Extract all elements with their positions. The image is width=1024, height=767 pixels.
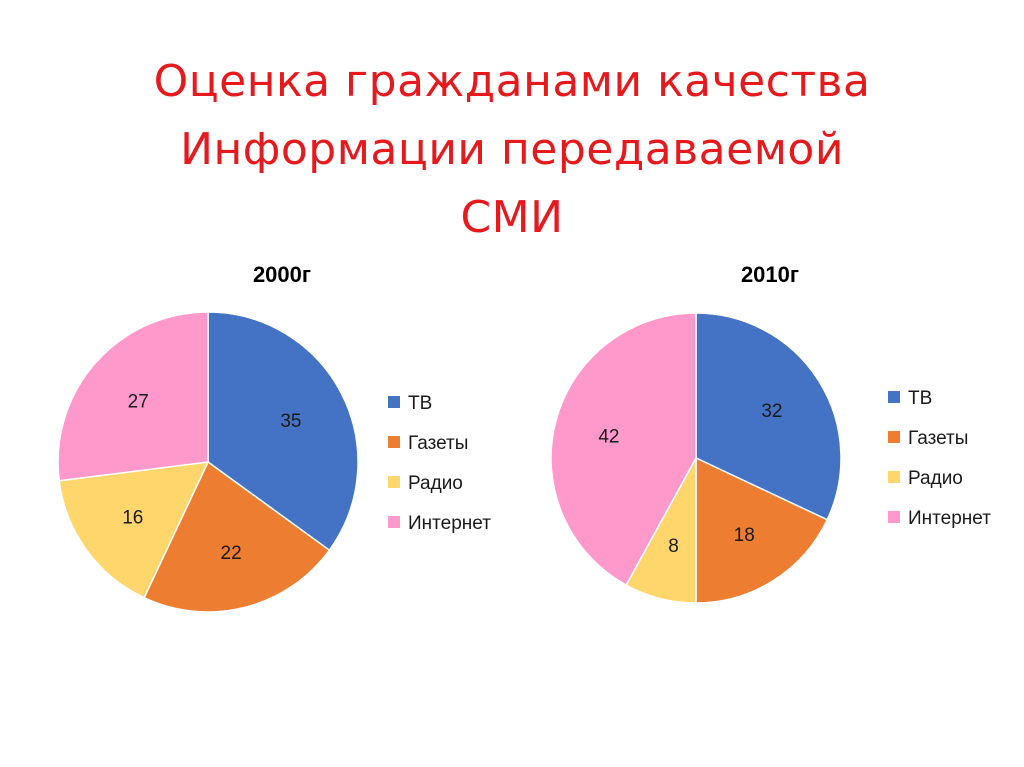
legend-swatch xyxy=(888,391,900,403)
slice-value-label: 18 xyxy=(734,525,755,546)
chart-title: 2010г xyxy=(741,262,799,287)
pie-chart-1: 2000г 35 22 16 27 ТВ Газеты Радио Интернет xyxy=(57,262,491,613)
legend-label: Радио xyxy=(408,473,463,494)
legend-label: Газеты xyxy=(408,433,468,454)
legend-swatch xyxy=(388,516,400,528)
slice-value-label: 8 xyxy=(668,536,679,557)
chart-title: 2000г xyxy=(253,262,311,287)
legend-label: Интернет xyxy=(408,513,491,534)
pie-slice-4 xyxy=(550,312,697,587)
title-line-2: Информации передаваемой xyxy=(180,124,844,175)
slice-value-label: 27 xyxy=(128,392,149,413)
legend-swatch xyxy=(388,396,400,408)
legend-label: Интернет xyxy=(908,508,991,529)
legend-label: ТВ xyxy=(908,388,932,409)
title-line-3: СМИ xyxy=(460,192,564,243)
chart-legend: ТВ Газеты Радио Интернет xyxy=(888,388,991,529)
legend-label: Радио xyxy=(908,468,963,489)
pie-slice-1 xyxy=(207,311,359,552)
legend-swatch xyxy=(888,511,900,523)
pie-slice-3 xyxy=(58,461,210,599)
title-line-1: Оценка гражданами качества xyxy=(153,56,871,107)
slice-value-label: 16 xyxy=(122,508,143,529)
slice-value-label: 42 xyxy=(598,427,619,448)
slice-value-label: 35 xyxy=(280,411,301,432)
slice-value-label: 32 xyxy=(761,401,782,422)
pie-slice-1 xyxy=(695,312,842,521)
legend-label: ТВ xyxy=(408,393,432,414)
legend-swatch xyxy=(388,476,400,488)
pie-slice-2 xyxy=(695,456,829,604)
pie-slice-4 xyxy=(57,311,209,482)
legend-swatch xyxy=(388,436,400,448)
legend-swatch xyxy=(888,471,900,483)
legend-swatch xyxy=(888,431,900,443)
chart-legend: ТВ Газеты Радио Интернет xyxy=(388,393,491,534)
slice-value-label: 22 xyxy=(221,543,242,564)
slide-title: Оценка гражданами качества Информации пе… xyxy=(0,48,1024,252)
pie-chart-2: 2010г 32 18 8 42 ТВ Газеты Радио Интернет xyxy=(550,262,991,604)
legend-label: Газеты xyxy=(908,428,968,449)
